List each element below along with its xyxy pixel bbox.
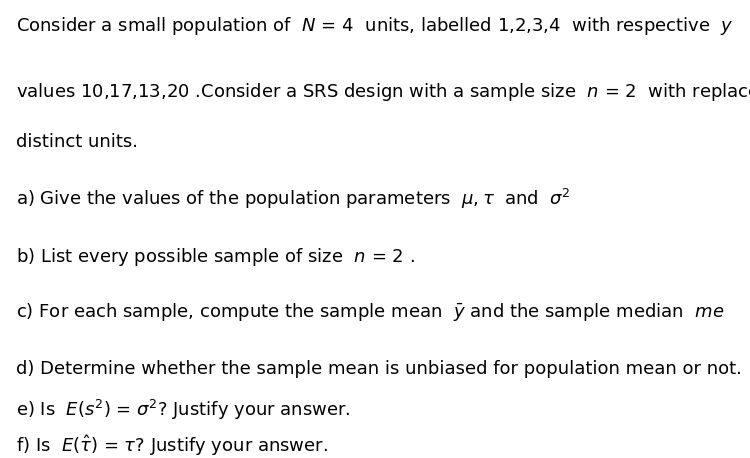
Text: values 10,17,13,20 .Consider a SRS design with a sample size  $n$ = 2  with repl: values 10,17,13,20 .Consider a SRS desig… [16, 81, 750, 103]
Text: e) Is  $E(s^{2})$ = $\sigma^{2}$? Justify your answer.: e) Is $E(s^{2})$ = $\sigma^{2}$? Justify… [16, 398, 351, 422]
Text: f) Is  $E(\hat{\tau})$ = $\tau$? Justify your answer.: f) Is $E(\hat{\tau})$ = $\tau$? Justify … [16, 433, 328, 458]
Text: c) For each sample, compute the sample mean  $\bar{y}$ and the sample median  $\: c) For each sample, compute the sample m… [16, 301, 724, 323]
Text: b) List every possible sample of size  $n$ = 2 .: b) List every possible sample of size $n… [16, 246, 416, 268]
Text: a) Give the values of the population parameters  $\mu, \tau$  and  $\sigma^{2}$: a) Give the values of the population par… [16, 186, 572, 211]
Text: distinct units.: distinct units. [16, 133, 139, 151]
Text: d) Determine whether the sample mean is unbiased for population mean or not.: d) Determine whether the sample mean is … [16, 360, 742, 378]
Text: Consider a small population of  $N$ = 4  units, labelled 1,2,3,4  with respectiv: Consider a small population of $N$ = 4 u… [16, 15, 734, 37]
